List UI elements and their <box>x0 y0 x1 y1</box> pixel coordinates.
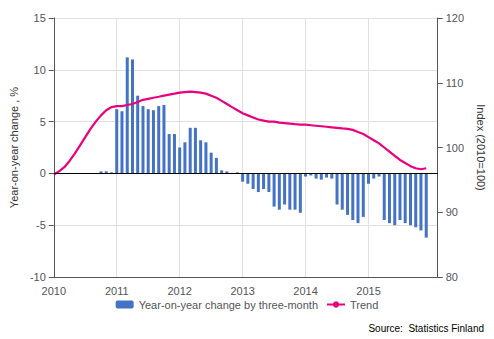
svg-text:120: 120 <box>446 12 464 24</box>
svg-text:-10: -10 <box>30 271 46 283</box>
svg-text:2012: 2012 <box>167 285 191 297</box>
svg-text:5: 5 <box>40 116 46 128</box>
svg-text:80: 80 <box>446 271 458 283</box>
svg-text:100: 100 <box>446 142 464 154</box>
svg-text:110: 110 <box>446 77 464 89</box>
svg-text:2011: 2011 <box>105 285 129 297</box>
svg-text:10: 10 <box>34 64 46 76</box>
svg-text:Index (2010=100): Index (2010=100) <box>475 104 487 191</box>
svg-text:2010: 2010 <box>42 285 66 297</box>
svg-text:2015: 2015 <box>356 285 380 297</box>
svg-text:Year-on-year change , %: Year-on-year change , % <box>8 87 20 208</box>
svg-text:90: 90 <box>446 206 458 218</box>
svg-text:0: 0 <box>40 167 46 179</box>
svg-text:15: 15 <box>34 12 46 24</box>
svg-text:Year-on-year change by three-m: Year-on-year change by three-month <box>139 299 318 311</box>
svg-text:2013: 2013 <box>230 285 254 297</box>
svg-text:Trend: Trend <box>350 299 378 311</box>
svg-text:Source: Statistics Finland: Source: Statistics Finland <box>368 323 484 334</box>
svg-text:2014: 2014 <box>293 285 317 297</box>
svg-text:-5: -5 <box>36 219 46 231</box>
